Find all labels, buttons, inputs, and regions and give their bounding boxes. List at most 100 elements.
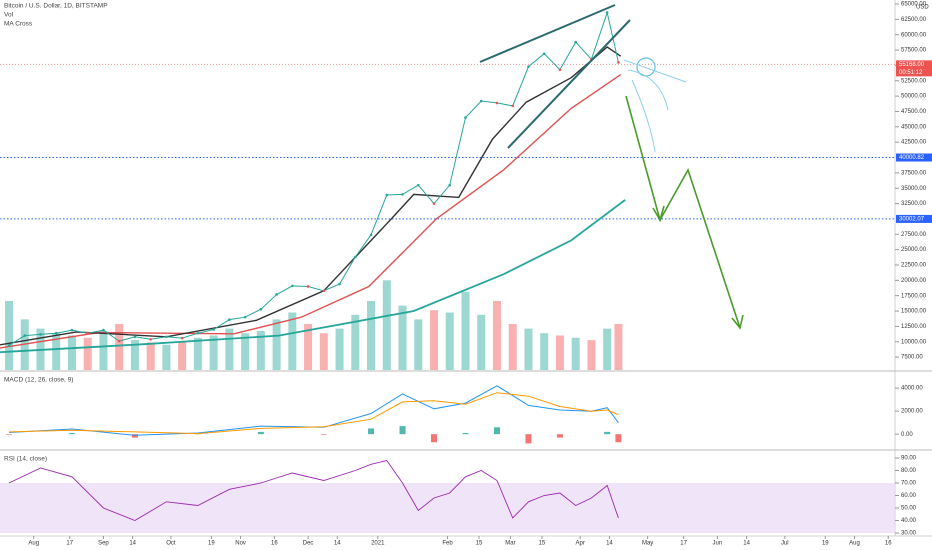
price-point xyxy=(54,331,58,335)
price-point xyxy=(385,193,389,197)
y-tick-label: 7500.00 xyxy=(901,355,923,361)
x-tick-label: 15 xyxy=(539,541,546,547)
y-tick-label: 12500.00 xyxy=(901,324,927,330)
volume-bar xyxy=(288,312,297,370)
rsi-title: RSI (14, close) xyxy=(4,456,47,463)
histogram-bar xyxy=(525,434,532,444)
price-point xyxy=(479,99,483,103)
level-tag xyxy=(896,214,932,223)
price-point xyxy=(212,328,215,331)
volume-bar xyxy=(193,337,202,370)
y-tick-label: 40.00 xyxy=(901,518,917,524)
x-tick-label: 17 xyxy=(680,541,687,547)
y-tick-label: 60.00 xyxy=(901,493,917,499)
last-price-tag xyxy=(896,60,932,77)
volume-bar xyxy=(225,328,234,370)
price-point xyxy=(354,255,357,259)
trend-line xyxy=(479,4,616,63)
x-tick-label: 14 xyxy=(334,541,341,547)
histogram-bar xyxy=(615,434,622,443)
volume-bar xyxy=(304,324,313,370)
histogram-bar xyxy=(556,434,563,438)
x-tick-label: 14 xyxy=(606,541,613,547)
y-tick-label: 15000.00 xyxy=(901,309,927,315)
price-point xyxy=(511,104,515,108)
y-tick-label: 35000.00 xyxy=(901,186,927,192)
histogram-bar xyxy=(68,433,75,435)
indicator-label: Vol xyxy=(4,12,14,19)
price-point xyxy=(542,52,546,56)
volume-bar xyxy=(367,301,376,370)
volume-bar xyxy=(335,328,344,370)
price-point xyxy=(558,68,562,72)
x-tick-label: Nov xyxy=(235,541,246,547)
y-tick-label: 2000.00 xyxy=(901,409,923,415)
symbol-title: Bitcoin / U.S. Dollar, 1D, BITSTAMP xyxy=(4,3,108,10)
price-point xyxy=(149,337,152,341)
y-tick-label: 30.00 xyxy=(901,531,917,537)
price-point xyxy=(574,40,577,44)
level-label: 30002.07 xyxy=(899,216,925,222)
volume-bar xyxy=(508,324,517,370)
price-point xyxy=(432,202,436,205)
y-tick-label: 47500.00 xyxy=(901,109,927,115)
y-tick-label: 90.00 xyxy=(901,456,917,462)
x-tick-label: Mar xyxy=(505,541,515,547)
price-point xyxy=(243,315,247,319)
price-point xyxy=(291,284,294,288)
volume-bar xyxy=(351,314,360,370)
y-tick-label: 10000.00 xyxy=(901,339,927,345)
x-tick-label: 14 xyxy=(743,541,750,547)
price-point xyxy=(369,233,373,237)
volume-bar xyxy=(272,319,281,370)
histogram-bar xyxy=(604,431,611,435)
y-tick-label: 70.00 xyxy=(901,481,917,487)
volume-bar xyxy=(398,305,407,370)
volume-bar xyxy=(614,324,623,370)
price-point xyxy=(416,183,420,187)
price-point xyxy=(70,328,74,332)
volume-bar xyxy=(603,328,612,370)
price-point xyxy=(527,65,530,68)
volume-bar xyxy=(209,335,218,370)
histogram-bar xyxy=(257,431,264,435)
x-tick-label: 17 xyxy=(66,541,73,547)
y-tick-label: 50000.00 xyxy=(901,94,927,100)
x-tick-label: Sep xyxy=(98,541,109,547)
volume-bar xyxy=(241,333,250,370)
volume-bar xyxy=(146,342,155,370)
price-point xyxy=(275,293,278,296)
price-point xyxy=(39,333,42,336)
projection-arrow xyxy=(625,95,741,329)
level-label: 40000.82 xyxy=(899,155,925,161)
x-tick-label: Apr xyxy=(576,541,585,547)
macd-title: MACD (12, 26, close, 9) xyxy=(4,377,73,384)
volume-bar xyxy=(130,340,139,370)
macd-line xyxy=(8,392,619,435)
rsi-band xyxy=(0,483,895,533)
price-point xyxy=(338,282,341,286)
y-tick-label: 57500.00 xyxy=(901,48,927,54)
indicator-label: MA Cross xyxy=(4,21,33,28)
x-tick-label: May xyxy=(642,541,653,547)
volume-bar xyxy=(524,328,533,370)
volume-bar xyxy=(477,314,486,370)
volume-bar xyxy=(52,333,61,370)
x-tick-label: 2021 xyxy=(371,541,385,547)
price-point xyxy=(102,328,105,332)
volume-bar xyxy=(430,310,439,370)
histogram-bar xyxy=(399,426,406,435)
volume-bar xyxy=(67,335,76,370)
y-tick-label: 50.00 xyxy=(901,506,917,512)
rsi-line xyxy=(8,459,619,521)
volume-bar xyxy=(461,291,470,370)
volume-bar xyxy=(540,333,549,370)
price-point xyxy=(306,285,310,288)
countdown-label: 00:51:12 xyxy=(899,70,923,76)
y-tick-label: 60000.00 xyxy=(901,32,927,38)
volume-bar xyxy=(492,301,501,370)
y-tick-label: 37500.00 xyxy=(901,170,927,176)
x-tick-label: Oct xyxy=(166,541,176,547)
